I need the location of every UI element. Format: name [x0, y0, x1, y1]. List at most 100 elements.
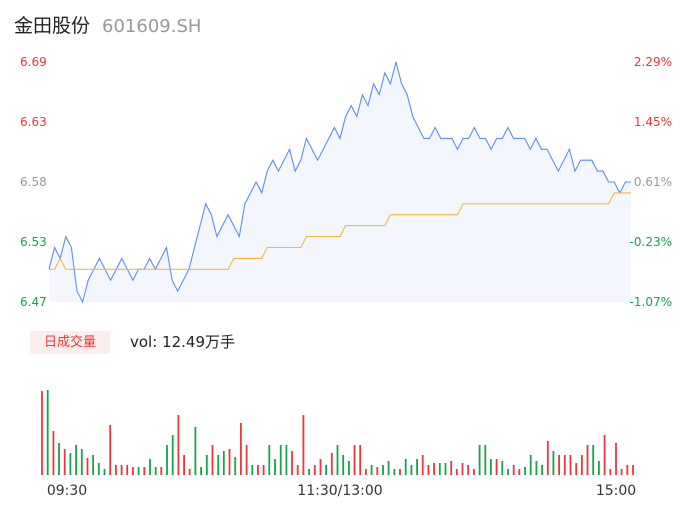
volume-bar	[69, 453, 72, 475]
volume-bar	[546, 441, 549, 475]
volume-bar	[410, 465, 413, 475]
volume-bar	[188, 469, 191, 475]
volume-bar	[393, 469, 396, 475]
volume-bar	[46, 390, 49, 475]
volume-bar	[75, 445, 77, 475]
volume-bar	[592, 445, 595, 475]
volume-bar	[501, 461, 504, 475]
volume-bar	[291, 451, 293, 475]
volume-bar	[473, 469, 475, 475]
volume-bar	[251, 465, 254, 475]
volume-bar	[484, 445, 487, 475]
volume-bar	[603, 435, 606, 475]
volume-bar	[359, 445, 362, 475]
volume-bar	[92, 455, 94, 475]
price-line	[48, 61, 631, 304]
volume-bar	[325, 465, 327, 475]
volume-bar	[103, 469, 106, 475]
volume-bar	[234, 457, 237, 475]
volume-bar	[444, 463, 447, 475]
volume-bar	[41, 391, 43, 475]
volume-bar	[217, 455, 220, 475]
volume-bar	[257, 465, 259, 475]
volume-bar	[461, 463, 464, 475]
volume-bar	[149, 459, 151, 475]
average-line	[49, 192, 631, 270]
volume-bar	[268, 445, 271, 475]
volume-bar	[404, 459, 407, 475]
volume-bar	[58, 443, 60, 475]
volume-bar	[143, 467, 146, 475]
volume-bar	[319, 459, 322, 475]
volume-bar	[370, 465, 373, 475]
volume-bar	[609, 469, 612, 475]
volume-bar	[518, 469, 521, 475]
volume-summary: vol: 12.49万手	[130, 333, 235, 351]
volume-bar	[194, 427, 197, 475]
volume-bar	[308, 469, 310, 475]
stock-name: 金田股份	[14, 15, 91, 37]
price-tick-label: 6.58	[20, 175, 47, 189]
time-tick-label: 11:30/13:00	[297, 483, 382, 499]
volume-bar	[575, 463, 578, 475]
volume-bar	[626, 465, 629, 475]
volume-bar	[200, 467, 202, 475]
right-axis: 2.29% 1.45% 0.61% -0.23% -1.07%	[630, 55, 672, 309]
volume-bar	[438, 463, 441, 475]
price-tick-label: 6.63	[20, 115, 47, 129]
volume-bar	[348, 461, 350, 475]
stock-title: 金田股份 601609.SH	[14, 12, 201, 40]
volume-bar	[507, 469, 509, 475]
volume-bar	[399, 469, 401, 475]
volume-bar	[245, 445, 248, 475]
volume-bar	[478, 445, 481, 475]
time-tick-label: 09:30	[47, 483, 87, 499]
volume-bar	[450, 461, 453, 475]
percent-tick-label: 0.61%	[634, 175, 672, 189]
volume-bar	[529, 455, 532, 475]
volume-bar	[558, 455, 560, 475]
volume-bar	[240, 423, 242, 475]
volume-bars	[41, 390, 634, 475]
volume-bar	[63, 449, 66, 475]
price-tick-label: 6.47	[20, 295, 47, 309]
percent-tick-label: 1.45%	[634, 115, 672, 129]
price-tick-label: 6.69	[20, 55, 47, 69]
volume-bar	[285, 445, 288, 475]
volume-bar	[126, 465, 129, 475]
volume-bar	[427, 465, 430, 475]
volume-bar	[387, 461, 390, 475]
volume-bar	[302, 415, 305, 475]
percent-tick-label: -1.07%	[630, 295, 672, 309]
volume-bar	[433, 463, 435, 475]
volume-bar	[160, 467, 163, 475]
volume-bar	[598, 461, 600, 475]
volume-bar	[336, 445, 339, 475]
volume-bar	[132, 467, 134, 475]
volume-bar	[166, 445, 168, 475]
volume-bar	[586, 445, 589, 475]
volume-bar	[97, 463, 100, 475]
volume-bar	[154, 467, 157, 475]
volume-bar	[313, 465, 316, 475]
volume-bar	[376, 467, 379, 475]
volume-bar	[222, 451, 225, 475]
volume-bar	[620, 469, 623, 475]
volume-bar	[137, 467, 140, 475]
volume-bar	[296, 465, 299, 475]
volume-bar	[120, 465, 123, 475]
volume-bar	[512, 465, 515, 475]
volume-bar	[80, 449, 83, 475]
volume-bar	[541, 465, 543, 475]
volume-bar	[455, 469, 458, 475]
daily-volume-badge[interactable]: 日成交量	[30, 331, 110, 354]
average-line-group	[49, 192, 631, 270]
volume-bar	[569, 455, 572, 475]
percent-tick-label: 2.29%	[634, 55, 672, 69]
volume-bar	[262, 465, 265, 475]
volume-bar	[495, 459, 498, 475]
volume-bar	[52, 431, 55, 475]
volume-bar	[416, 459, 418, 475]
percent-tick-label: -0.23%	[630, 235, 672, 249]
